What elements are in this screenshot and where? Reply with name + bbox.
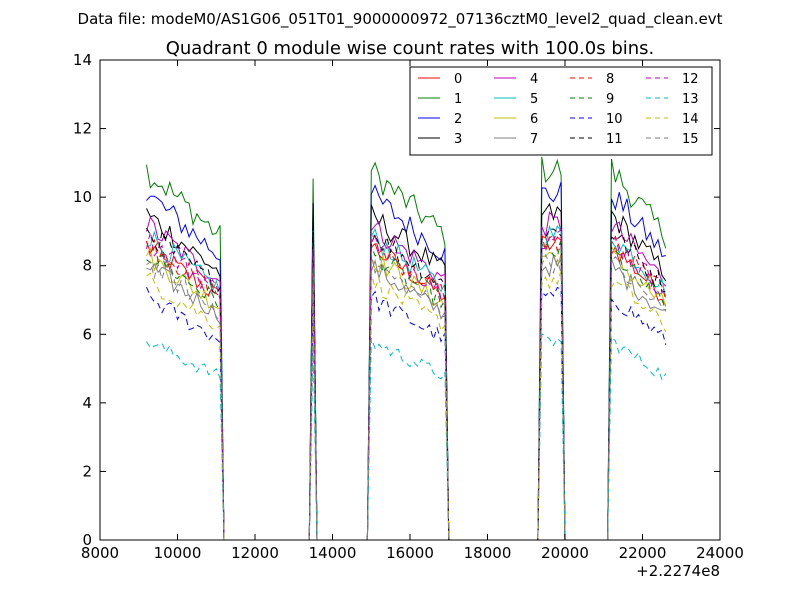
tick-layer: 8000 10000 12000 14000 16000 18000 20000 22000 2… (73, 51, 744, 562)
legend-box (409, 66, 713, 156)
legend-label-1: 1 (454, 92, 462, 107)
y-tick-label: 6 (82, 325, 92, 343)
x-tick-label: 12000 (231, 544, 279, 562)
figure-suptitle: Data file: modeM0/AS1G06_051T01_90000009… (78, 10, 723, 29)
legend-label-11: 11 (606, 132, 623, 147)
legend-label-10: 10 (606, 112, 623, 127)
legend-label-9: 9 (606, 92, 614, 107)
y-tick-label: 4 (82, 394, 92, 412)
x-tick-label: 18000 (464, 544, 512, 562)
x-tick-label: 10000 (154, 544, 202, 562)
x-tick-label: 22000 (619, 544, 667, 562)
series-line-9 (146, 241, 667, 541)
legend-label-0: 0 (454, 72, 462, 87)
x-tick-label: 8000 (81, 544, 119, 562)
y-tick-label: 14 (73, 51, 92, 69)
legend-label-14: 14 (682, 112, 699, 127)
y-tick-label: 2 (82, 462, 92, 480)
x-offset-label: +2.2274e8 (636, 562, 720, 580)
y-tick-label: 0 (82, 531, 92, 549)
legend-label-6: 6 (530, 112, 538, 127)
legend-label-3: 3 (454, 132, 462, 147)
legend-label-5: 5 (530, 92, 538, 107)
legend-label-7: 7 (530, 132, 538, 147)
legend-label-4: 4 (530, 72, 538, 87)
legend-label-13: 13 (682, 92, 699, 107)
legend-label-8: 8 (606, 72, 614, 87)
x-tick-label: 16000 (386, 544, 434, 562)
legend-label-15: 15 (682, 132, 699, 147)
x-tick-label: 14000 (309, 544, 357, 562)
y-tick-label: 12 (73, 120, 92, 138)
legend-label-12: 12 (682, 72, 699, 87)
chart-title: Quadrant 0 module wise count rates with … (166, 38, 655, 59)
y-tick-label: 10 (73, 188, 92, 206)
x-tick-label: 20000 (541, 544, 589, 562)
x-tick-label: 24000 (696, 544, 744, 562)
y-tick-label: 8 (82, 257, 92, 275)
legend-label-2: 2 (454, 112, 462, 127)
